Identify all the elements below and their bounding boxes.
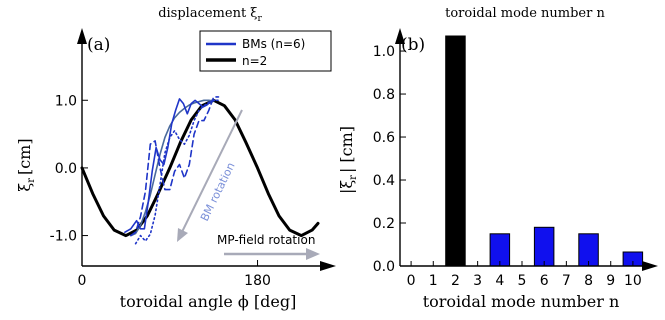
- panel-b-mode-spectrum: toroidal mode number n 0.0 0.2 0.4 0.6 0.8 1.…: [337, 6, 658, 311]
- panel-b-ytick-label-1: 0.2: [373, 216, 395, 232]
- panel-b-xtick-label-8: 8: [584, 273, 593, 289]
- panel-a-ytick-label-1: 0.0: [55, 161, 77, 177]
- panel-b-xtick-label-4: 4: [495, 273, 504, 289]
- panel-b-xtick-label-2: 2: [451, 273, 460, 289]
- mp-rotation-arrowhead: [306, 248, 320, 260]
- series-line-3: [130, 96, 220, 237]
- panel-b-ytick-label-2: 0.4: [373, 173, 395, 189]
- panel-a-title: displacement ξr: [158, 6, 262, 24]
- mp-rotation-annotation: MP-field rotation: [217, 233, 320, 260]
- panel-b-xtick-label-6: 6: [540, 273, 549, 289]
- panel-a-ticks: 1.0 0.0 -1.0 0 180: [50, 93, 271, 289]
- panel-b-xtick-label-0: 0: [407, 273, 416, 289]
- panel-b-y-arrowhead: [395, 28, 405, 44]
- series-line-4: [134, 99, 220, 245]
- legend-label-bms: BMs (n=6): [242, 37, 305, 51]
- bar-n-2: [445, 35, 466, 267]
- panel-b-xtick-label-3: 3: [473, 273, 482, 289]
- panel-a-y-arrowhead: [77, 28, 87, 44]
- panel-b-xtick-label-9: 9: [606, 273, 615, 289]
- panel-a-xtick-label-1: 180: [244, 273, 271, 289]
- panel-a-xtick-label-0: 0: [78, 273, 87, 289]
- panel-b-xtick-label-7: 7: [562, 273, 571, 289]
- panel-a-ytick-label-2: -1.0: [50, 229, 77, 245]
- panel-a-displacement: displacement ξr 1.0 0.0 -1.0 0 180 (a) BM ro…: [15, 6, 336, 311]
- panel-a-ylabel: ξr[cm]: [15, 138, 37, 191]
- legend: BMs (n=6) n=2: [199, 30, 332, 72]
- bm-rotation-label: BM rotation: [198, 160, 238, 223]
- panel-b-xtick-label-10: 10: [624, 273, 642, 289]
- panel-b-ytick-label-0: 0.0: [373, 259, 395, 275]
- bm-rotation-arrowhead: [177, 228, 188, 242]
- panel-b-label: (b): [401, 35, 425, 55]
- panel-a-x-arrowhead: [320, 261, 336, 271]
- panel-b-ytick-label-3: 0.6: [373, 130, 395, 146]
- panel-a-xlabel: toroidal angle ϕ [deg]: [120, 292, 297, 311]
- legend-label-n2: n=2: [242, 54, 267, 68]
- series-line-2: [124, 98, 216, 233]
- panel-b-title: toroidal mode number n: [445, 6, 605, 21]
- panel-b-ytick-label-4: 0.8: [373, 87, 395, 103]
- bar-n-6: [533, 226, 555, 267]
- panel-a-label: (a): [87, 35, 110, 55]
- panel-b-xlabel: toroidal mode number n: [423, 292, 620, 311]
- panel-a-series: [80, 96, 320, 245]
- panel-b-ylabel: |ξr| [cm]: [337, 126, 359, 194]
- panel-a-ytick-label-0: 1.0: [55, 93, 77, 109]
- bm-rotation-arrow: [180, 109, 243, 235]
- mp-rotation-label: MP-field rotation: [217, 233, 315, 247]
- panel-b-ticks: 0.0 0.2 0.4 0.6 0.8 1.0 0 1 2 3 4 5 6 7 8 9 10: [373, 44, 642, 289]
- panel-a-axes: [77, 28, 336, 271]
- panel-b-x-arrowhead: [642, 261, 658, 271]
- panel-b-xtick-label-5: 5: [518, 273, 527, 289]
- panel-b-bars: [445, 35, 644, 267]
- panel-b-ytick-label-5: 1.0: [373, 44, 395, 60]
- legend-box: [199, 30, 332, 72]
- panel-b-xtick-label-1: 1: [429, 273, 438, 289]
- panel-b-axes: [395, 28, 658, 271]
